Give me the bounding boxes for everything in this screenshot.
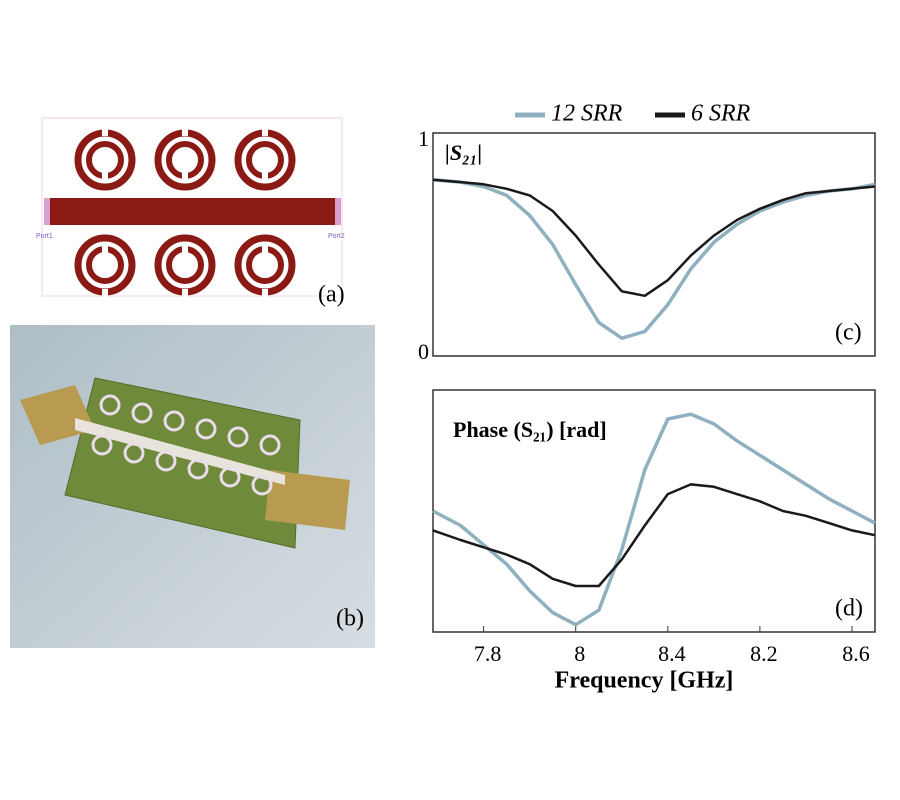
connector — [265, 470, 350, 530]
layout-frame — [41, 117, 343, 297]
photo-ring — [155, 450, 177, 472]
panel-label: (d) — [835, 596, 863, 622]
ring-gap — [102, 289, 108, 297]
photo-ring — [123, 442, 145, 464]
photo-ring — [99, 394, 121, 416]
ring-gap — [262, 170, 268, 180]
microstrip — [50, 198, 338, 225]
port-label: Port1 — [36, 233, 53, 240]
annotation: Phase (S₂₁) [rad] — [453, 417, 607, 442]
chart: 7.8 8 8.4 8.2 8.6 Phase (S₂₁) [rad] (d) Frequen… — [432, 389, 876, 694]
x-tick-label: 8.6 — [842, 641, 870, 666]
photo-ring — [219, 466, 241, 488]
port-marker — [335, 198, 341, 225]
panel-a: Port1 Port2 (a) — [36, 117, 345, 308]
photo-ring — [187, 458, 209, 480]
line — [432, 412, 876, 627]
panel-label: (b) — [336, 606, 364, 632]
ring-gap — [262, 289, 268, 297]
x-tick-label: 8.2 — [750, 641, 778, 666]
port-label: Port2 — [328, 233, 345, 240]
y-tick-label: 0 — [418, 339, 429, 364]
pcb — [64, 377, 301, 549]
ring-gap — [182, 245, 188, 255]
x-tick-label: 8 — [574, 641, 585, 666]
x-axis-label: Frequency [GHz] — [555, 668, 734, 694]
ring-gap — [102, 170, 108, 180]
ring-gap — [182, 289, 188, 297]
panel-label: (a) — [318, 282, 345, 308]
port-marker — [44, 198, 50, 225]
ring-gap — [182, 128, 188, 136]
chart: 0 1 |S₂₁| (c) — [418, 126, 876, 364]
photo-ring — [259, 434, 281, 456]
line — [432, 483, 876, 588]
x-tick-label: 7.8 — [474, 641, 502, 666]
ring-gap — [262, 245, 268, 255]
panel-b: (b) — [10, 325, 375, 648]
legend: 12 SRR 6 SRR — [515, 101, 751, 127]
photo-ring — [251, 474, 273, 496]
annotation: |S₂₁| — [445, 140, 482, 165]
photo-ring — [195, 418, 217, 440]
legend-label: 12 SRR — [551, 101, 623, 127]
line — [432, 178, 876, 298]
photo-ring — [227, 426, 249, 448]
line — [432, 178, 876, 340]
photo-ring — [131, 402, 153, 424]
x-tick-label: 8.4 — [658, 641, 686, 666]
legend-label: 6 SRR — [691, 101, 751, 127]
panel-label: (c) — [835, 320, 862, 346]
y-tick-label: 1 — [418, 126, 429, 151]
ring-gap — [182, 170, 188, 180]
ring-gap — [102, 245, 108, 255]
photo-ring — [91, 434, 113, 456]
ring-gap — [262, 128, 268, 136]
ring-gap — [102, 128, 108, 136]
photo-rings — [91, 394, 281, 496]
photo-ring — [163, 410, 185, 432]
